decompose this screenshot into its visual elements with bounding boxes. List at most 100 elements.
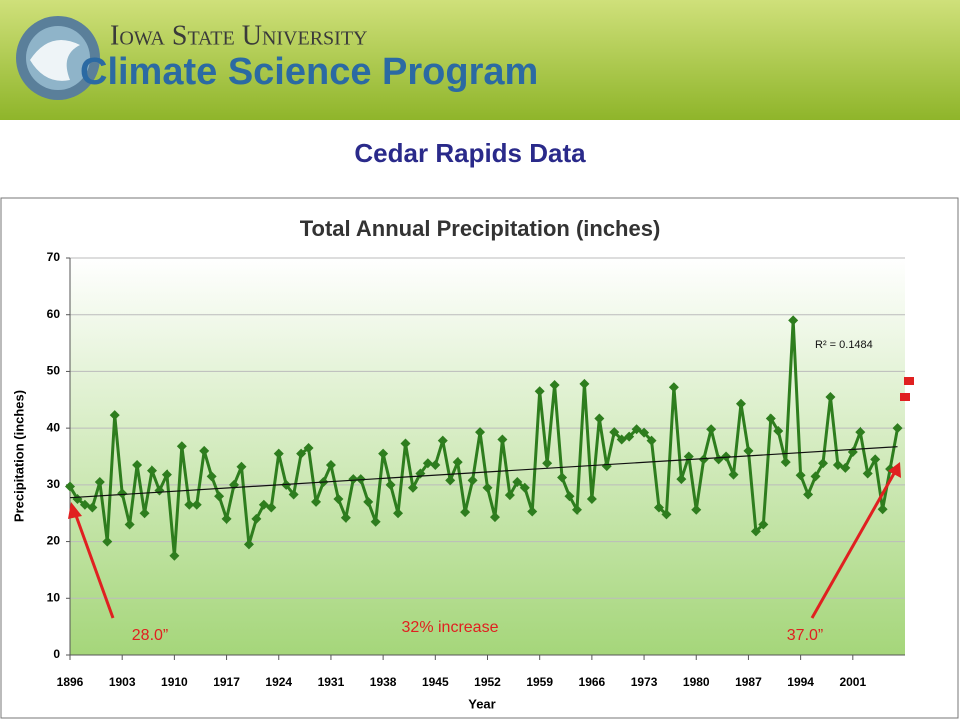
- data-point: [393, 508, 404, 519]
- data-point: [266, 502, 277, 513]
- data-point: [370, 516, 381, 527]
- data-point: [743, 445, 754, 456]
- data-point: [489, 512, 500, 523]
- chart-title: Total Annual Precipitation (inches): [300, 216, 661, 241]
- data-point: [780, 457, 791, 468]
- data-point: [385, 479, 396, 490]
- data-point: [810, 471, 821, 482]
- data-point: [378, 448, 389, 459]
- data-point: [161, 469, 172, 480]
- data-point: [721, 451, 732, 462]
- data-point: [422, 458, 433, 469]
- program-name: Climate Science Program: [80, 51, 538, 93]
- data-point: [527, 506, 538, 517]
- data-point: [653, 502, 664, 513]
- data-point: [87, 502, 98, 513]
- y-axis-label: Precipitation (inches): [11, 390, 26, 522]
- data-point: [221, 513, 232, 524]
- data-point: [109, 410, 120, 421]
- data-point: [251, 513, 262, 524]
- data-point: [363, 496, 374, 507]
- data-point: [803, 489, 814, 500]
- arrow: [810, 469, 898, 619]
- data-point: [661, 509, 672, 520]
- data-point: [132, 460, 143, 471]
- data-point: [460, 507, 471, 518]
- annotation: 28.0”: [132, 627, 168, 644]
- data-point: [519, 482, 530, 493]
- data-point: [258, 499, 269, 510]
- plot-area: [70, 258, 905, 655]
- data-point: [862, 468, 873, 479]
- data-point: [639, 427, 650, 438]
- data-point: [534, 386, 545, 397]
- y-tick-label: 20: [47, 534, 61, 548]
- data-point: [184, 499, 195, 510]
- arrow-head: [68, 502, 82, 519]
- x-tick-label: 1987: [735, 675, 762, 689]
- data-point: [482, 482, 493, 493]
- annotation: 37.0”: [787, 627, 823, 644]
- data-point: [467, 475, 478, 486]
- x-tick-label: 1994: [787, 675, 814, 689]
- data-point: [594, 413, 605, 424]
- data-point: [191, 499, 202, 510]
- data-point: [788, 315, 799, 326]
- data-point: [601, 461, 612, 472]
- data-point: [445, 475, 456, 486]
- x-tick-label: 1910: [161, 675, 188, 689]
- data-point: [94, 477, 105, 488]
- data-point: [676, 474, 687, 485]
- data-point: [571, 504, 582, 515]
- data-point: [169, 550, 180, 561]
- y-tick-label: 70: [47, 250, 61, 264]
- data-point: [102, 536, 113, 547]
- data-point: [340, 512, 351, 523]
- data-point: [557, 472, 568, 483]
- arrow-head: [888, 462, 901, 478]
- arrow: [72, 509, 115, 619]
- data-point: [624, 431, 635, 442]
- data-point: [691, 504, 702, 515]
- data-point: [586, 494, 597, 505]
- data-point: [817, 458, 828, 469]
- data-point: [504, 490, 515, 501]
- data-point: [832, 460, 843, 471]
- logo: [16, 16, 100, 100]
- data-point: [542, 458, 553, 469]
- data-point: [713, 454, 724, 465]
- data-point: [609, 427, 620, 438]
- university-name: Iowa State University: [110, 20, 368, 51]
- data-point: [288, 489, 299, 500]
- data-point: [750, 526, 761, 537]
- data-point: [452, 457, 463, 468]
- marker-decor: [904, 377, 914, 385]
- data-point: [825, 391, 836, 402]
- slide-title: Cedar Rapids Data: [354, 138, 586, 168]
- data-point: [549, 380, 560, 391]
- x-tick-label: 1959: [526, 675, 553, 689]
- data-point: [646, 435, 657, 446]
- data-point: [870, 454, 881, 465]
- data-point: [579, 378, 590, 389]
- header-band: [0, 0, 960, 120]
- data-point: [706, 424, 717, 435]
- y-tick-label: 60: [47, 307, 61, 321]
- data-point: [437, 435, 448, 446]
- data-point: [325, 460, 336, 471]
- data-point: [430, 460, 441, 471]
- data-point: [698, 454, 709, 465]
- data-line: [68, 320, 900, 556]
- data-point: [668, 382, 679, 393]
- x-tick-label: 1903: [109, 675, 136, 689]
- data-point: [139, 508, 150, 519]
- trend-line: [69, 446, 898, 499]
- data-point: [735, 398, 746, 409]
- data-point: [497, 434, 508, 445]
- data-point: [758, 519, 769, 530]
- data-point: [243, 539, 254, 550]
- x-tick-label: 1931: [318, 675, 345, 689]
- data-point: [206, 471, 217, 482]
- data-point: [333, 494, 344, 505]
